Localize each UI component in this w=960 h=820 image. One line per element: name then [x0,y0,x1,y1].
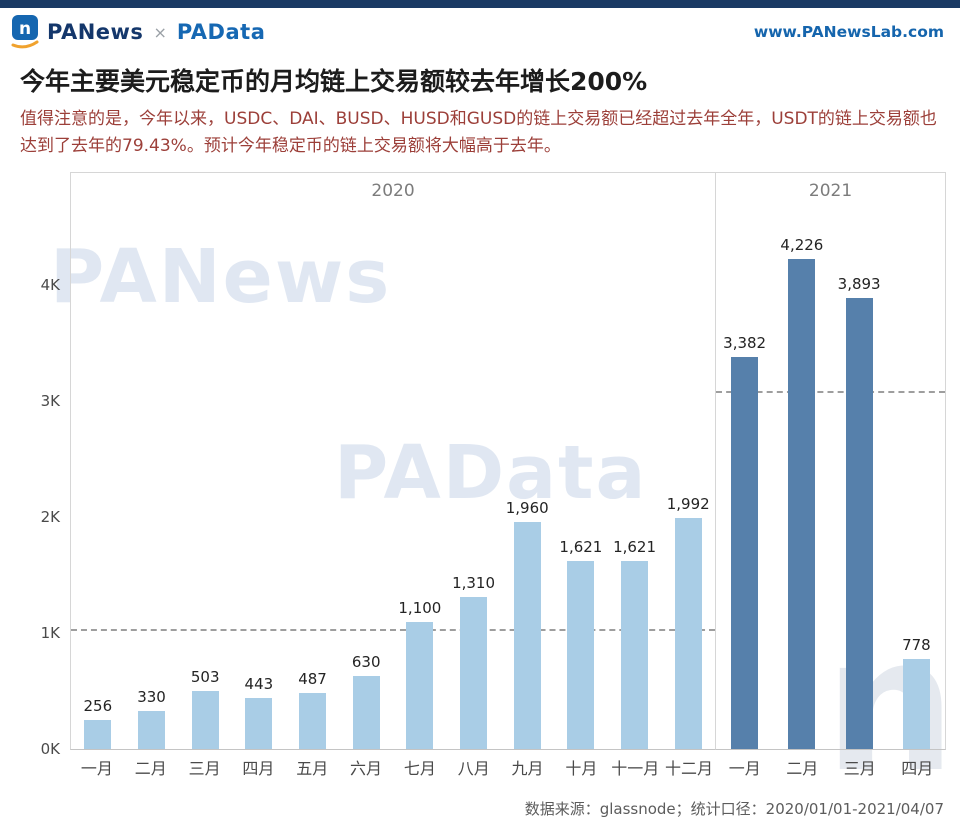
y-axis-tick: 2K [40,508,60,527]
bar-slot: 778 [888,636,945,750]
bar-slot: 630 [339,653,393,750]
months-row: 一月 二月 三月 四月 [716,750,946,784]
bar-value-label: 256 [83,696,113,715]
bar [621,561,649,750]
bar-value-label: 3,893 [837,274,881,293]
y-axis-ticks: 0K 1K 2K 3K 4K [16,209,70,758]
bar-value-label: 1,621 [613,538,657,557]
y-axis: 0K 1K 2K 3K 4K [16,172,70,784]
bar-slot: 1,621 [608,538,662,750]
bar-slot: 256 [71,697,125,750]
month-label: 一月 [728,759,761,779]
panews-logo-icon: n [11,15,39,49]
bar-slot: 1,310 [447,574,501,750]
year-label: 2021 [716,173,946,210]
bar-slot: 3,893 [831,275,888,750]
top-accent-strip [0,0,960,8]
subtitle: 值得注意的是，今年以来，USDC、DAI、BUSD、HUSD和GUSD的链上交易… [20,109,937,157]
bar-slot: 4,226 [773,236,830,750]
bar [138,711,165,750]
brand-padata-text: PAData [176,20,266,44]
plot-area: 2020 256 330 503 443 487 630 1,100 1,310 1,960 1,6… [70,172,946,784]
brand-separator: × [153,22,167,42]
bar-value-label: 503 [190,668,220,687]
average-dashed-line [716,391,945,394]
bar [513,522,541,750]
average-dashed-line [71,628,716,631]
bar [731,357,759,750]
bar-value-label: 1,621 [559,538,603,557]
brand-panews-text: PANews [47,20,144,44]
bar-value-label: 1,100 [398,598,442,617]
website-link[interactable]: www.PANewsLab.com [753,23,944,41]
bar [245,698,273,750]
bar-value-label: 330 [137,688,166,707]
bar-value-label: 4,226 [780,236,824,255]
month-label: 三月 [843,759,876,779]
month-label: 二月 [134,759,167,779]
bar [406,621,434,750]
month-label: 四月 [901,759,934,779]
header: n PANews × PAData www.PANewsLab.com [0,8,960,52]
month-label: 十月 [565,759,598,779]
month-label: 三月 [188,759,221,779]
month-label: 二月 [786,759,819,779]
data-source-note: 数据来源：glassnode；统计口径：2020/01/01-2021/04/0… [524,800,944,819]
bar-slot: 1,960 [500,499,554,750]
bar-value-label: 1,992 [666,495,710,514]
bar-slot: 487 [286,669,340,750]
y-axis-tick: 0K [40,740,60,759]
year-label: 2020 [70,173,717,210]
bar [191,691,219,750]
y-axis-tick: 1K [40,624,60,643]
pane-2021: 2021 3,382 4,226 3,893 778 一月 二月 三月 四月 [716,173,946,784]
month-label: 八月 [457,759,490,779]
bar-slot: 3,382 [716,334,773,750]
bar [845,297,873,750]
bars-row: 3,382 4,226 3,893 778 [716,209,946,751]
page-title: 今年主要美元稳定币的月均链上交易额较去年增长200% [20,67,648,96]
y-axis-spacer [16,172,70,209]
month-label: 一月 [80,759,113,779]
bar [299,692,327,750]
bar-slot: 1,621 [554,538,608,750]
bar [567,561,595,750]
svg-text:n: n [19,19,31,39]
bar-slot: 330 [125,688,179,750]
bar [84,719,112,750]
months-row: 一月 二月 三月 四月 五月 六月 七月 八月 九月 十月 十一月 十二月 [70,750,716,784]
bar-chart: PANews PAData n 0K 1K 2K 3K 4K 2020 256 330 503… [16,172,956,798]
bar [352,676,380,750]
y-axis-tick: 4K [40,276,60,295]
month-label: 五月 [296,759,329,779]
bar-slot: 1,100 [393,599,447,750]
month-label: 十一月 [611,759,660,779]
bar [674,518,702,750]
month-label: 九月 [511,759,544,779]
bar-value-label: 443 [244,675,274,693]
bar-slot: 1,992 [661,495,715,750]
month-label: 十二月 [665,759,714,779]
bars-row: 256 330 503 443 487 630 1,100 1,310 1,960 1,621 1,… [70,209,717,751]
y-axis-tick: 3K [40,392,60,411]
bar-slot: 443 [232,675,286,750]
bar-value-label: 630 [351,653,381,672]
bar-value-label: 1,960 [505,499,549,518]
month-label: 四月 [242,759,275,779]
bar-value-label: 487 [298,669,327,688]
bar [460,597,488,750]
brand: n PANews × PAData [10,15,265,49]
bar-slot: 503 [178,668,232,750]
bar [902,659,930,750]
pane-2020: 2020 256 330 503 443 487 630 1,100 1,310 1,960 1,6… [70,173,717,784]
month-label: 七月 [403,759,436,779]
bar-value-label: 3,382 [723,334,767,353]
bar [788,259,816,750]
bar-value-label: 778 [902,636,931,655]
bar-value-label: 1,310 [452,574,496,593]
month-label: 六月 [350,759,383,779]
